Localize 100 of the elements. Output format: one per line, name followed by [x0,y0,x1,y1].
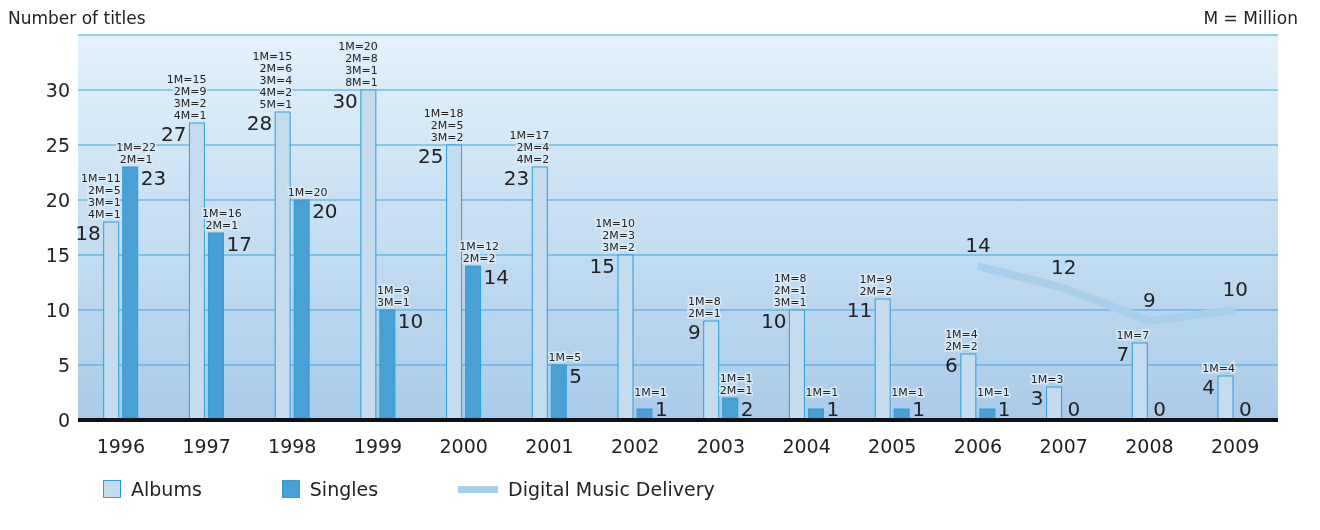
x-tick-label: 2009 [1210,435,1260,458]
x-tick-label: 2004 [782,435,831,458]
data-label: 23 [140,166,167,190]
data-label: 10 [1222,277,1248,301]
y-tick-label: 15 [45,243,70,266]
bar [207,232,224,420]
annotation: 1M=1 [977,386,1010,399]
bar [893,408,910,420]
data-label: 4 [1202,375,1215,399]
bar [703,320,720,420]
bar [188,122,205,420]
data-label: 1 [655,397,668,421]
annotation: 1M=20 2M=8 3M=1 8M=1 [338,40,378,89]
y-tick-label: 30 [45,78,70,101]
bar [531,166,548,420]
bar [1046,386,1063,420]
annotation: 1M=4 2M=2 [945,328,978,353]
data-label: 0 [1067,397,1081,421]
annotation: 1M=20 [287,186,328,199]
x-tick-label: 2001 [525,435,574,458]
data-label: 27 [160,122,187,146]
x-tick-label: 1998 [268,435,317,458]
annotation: 1M=17 2M=4 4M=2 [509,129,550,166]
data-label: 3 [1030,386,1044,410]
y-tick-label: 25 [45,133,70,156]
data-label: 23 [503,166,530,190]
annotation: 1M=9 2M=2 [859,273,893,298]
bar [465,265,482,420]
y-tick-label: 10 [45,298,70,321]
bar [1217,375,1234,420]
annotation: 1M=9 3M=1 [377,284,410,309]
bar [874,298,891,420]
data-label: 10 [397,309,424,333]
annotation: 1M=1 2M=1 [719,372,753,397]
text: M = Million [1203,8,1298,30]
bar [617,254,634,420]
bar [979,408,996,420]
bar [379,309,396,420]
annotation: 1M=18 2M=5 3M=2 [423,107,464,144]
bar [722,397,739,420]
bar [293,199,310,420]
data-label: 1 [997,397,1011,421]
annotation: 1M=15 2M=9 3M=2 4M=1 [166,73,207,122]
data-label: 11 [846,298,873,322]
data-label: 25 [418,144,444,168]
annotation: 1M=10 2M=3 3M=2 [595,217,635,254]
annotation: 1M=11 2M=5 3M=1 4M=1 [81,172,121,221]
annotation: 1M=1 [891,386,924,399]
bar [360,89,377,420]
data-label: 1 [826,397,840,421]
bar [636,408,653,420]
data-label: 12 [1050,255,1077,279]
x-tick-label: 1996 [96,435,146,458]
x-tick-label: 2007 [1039,435,1088,458]
annotation: 1M=1 [634,386,667,399]
data-label: 9 [687,320,701,344]
bar [550,364,567,420]
annotation: 1M=3 [1030,373,1064,386]
data-label: 0 [1153,397,1167,421]
data-label: 15 [589,254,615,278]
annotation: 1M=22 2M=1 [116,141,157,166]
annotation: 1M=1 [805,386,839,399]
x-tick-label: 2005 [868,435,917,458]
bar [274,111,291,420]
bar [122,166,139,420]
data-label: 1 [912,397,925,421]
y-tick-label: 0 [57,408,70,431]
data-label: 2 [740,397,754,421]
x-tick-label: 2002 [610,435,660,458]
bar [788,309,805,420]
data-label: 14 [965,233,991,257]
bar [103,221,120,420]
x-tick-label: 2003 [696,435,746,458]
x-tick-label: 2000 [439,435,488,458]
annotation: 1M=15 2M=6 3M=4 4M=2 5M=1 [252,50,293,111]
data-label: 9 [1143,288,1156,312]
data-label: 7 [1116,342,1130,366]
data-label: 5 [569,364,583,388]
annotation: 1M=7 [1116,329,1150,342]
data-label: 0 [1239,397,1252,421]
data-label: 6 [945,353,958,377]
x-tick-label: 2008 [1125,435,1174,458]
data-label: 28 [246,111,273,135]
bar [960,353,977,420]
annotation: 1M=5 [548,351,582,364]
x-tick-label: 1997 [182,435,231,458]
data-label: 30 [332,89,358,113]
legend-label: Albums [131,478,202,500]
data-label: 14 [483,265,510,289]
x-tick-label: 2006 [953,435,1003,458]
legend-label: Singles [309,478,379,500]
annotation: 1M=8 2M=1 [688,295,721,320]
x-tick-label: 1999 [353,435,403,458]
annotation: 1M=8 2M=1 3M=1 [773,272,807,309]
annotation: 1M=4 [1202,362,1235,375]
data-label: 17 [226,232,252,256]
data-label: 18 [75,221,101,245]
legend-label: Digital Music Delivery [508,478,715,500]
bar [1131,342,1148,420]
data-label: 10 [760,309,787,333]
